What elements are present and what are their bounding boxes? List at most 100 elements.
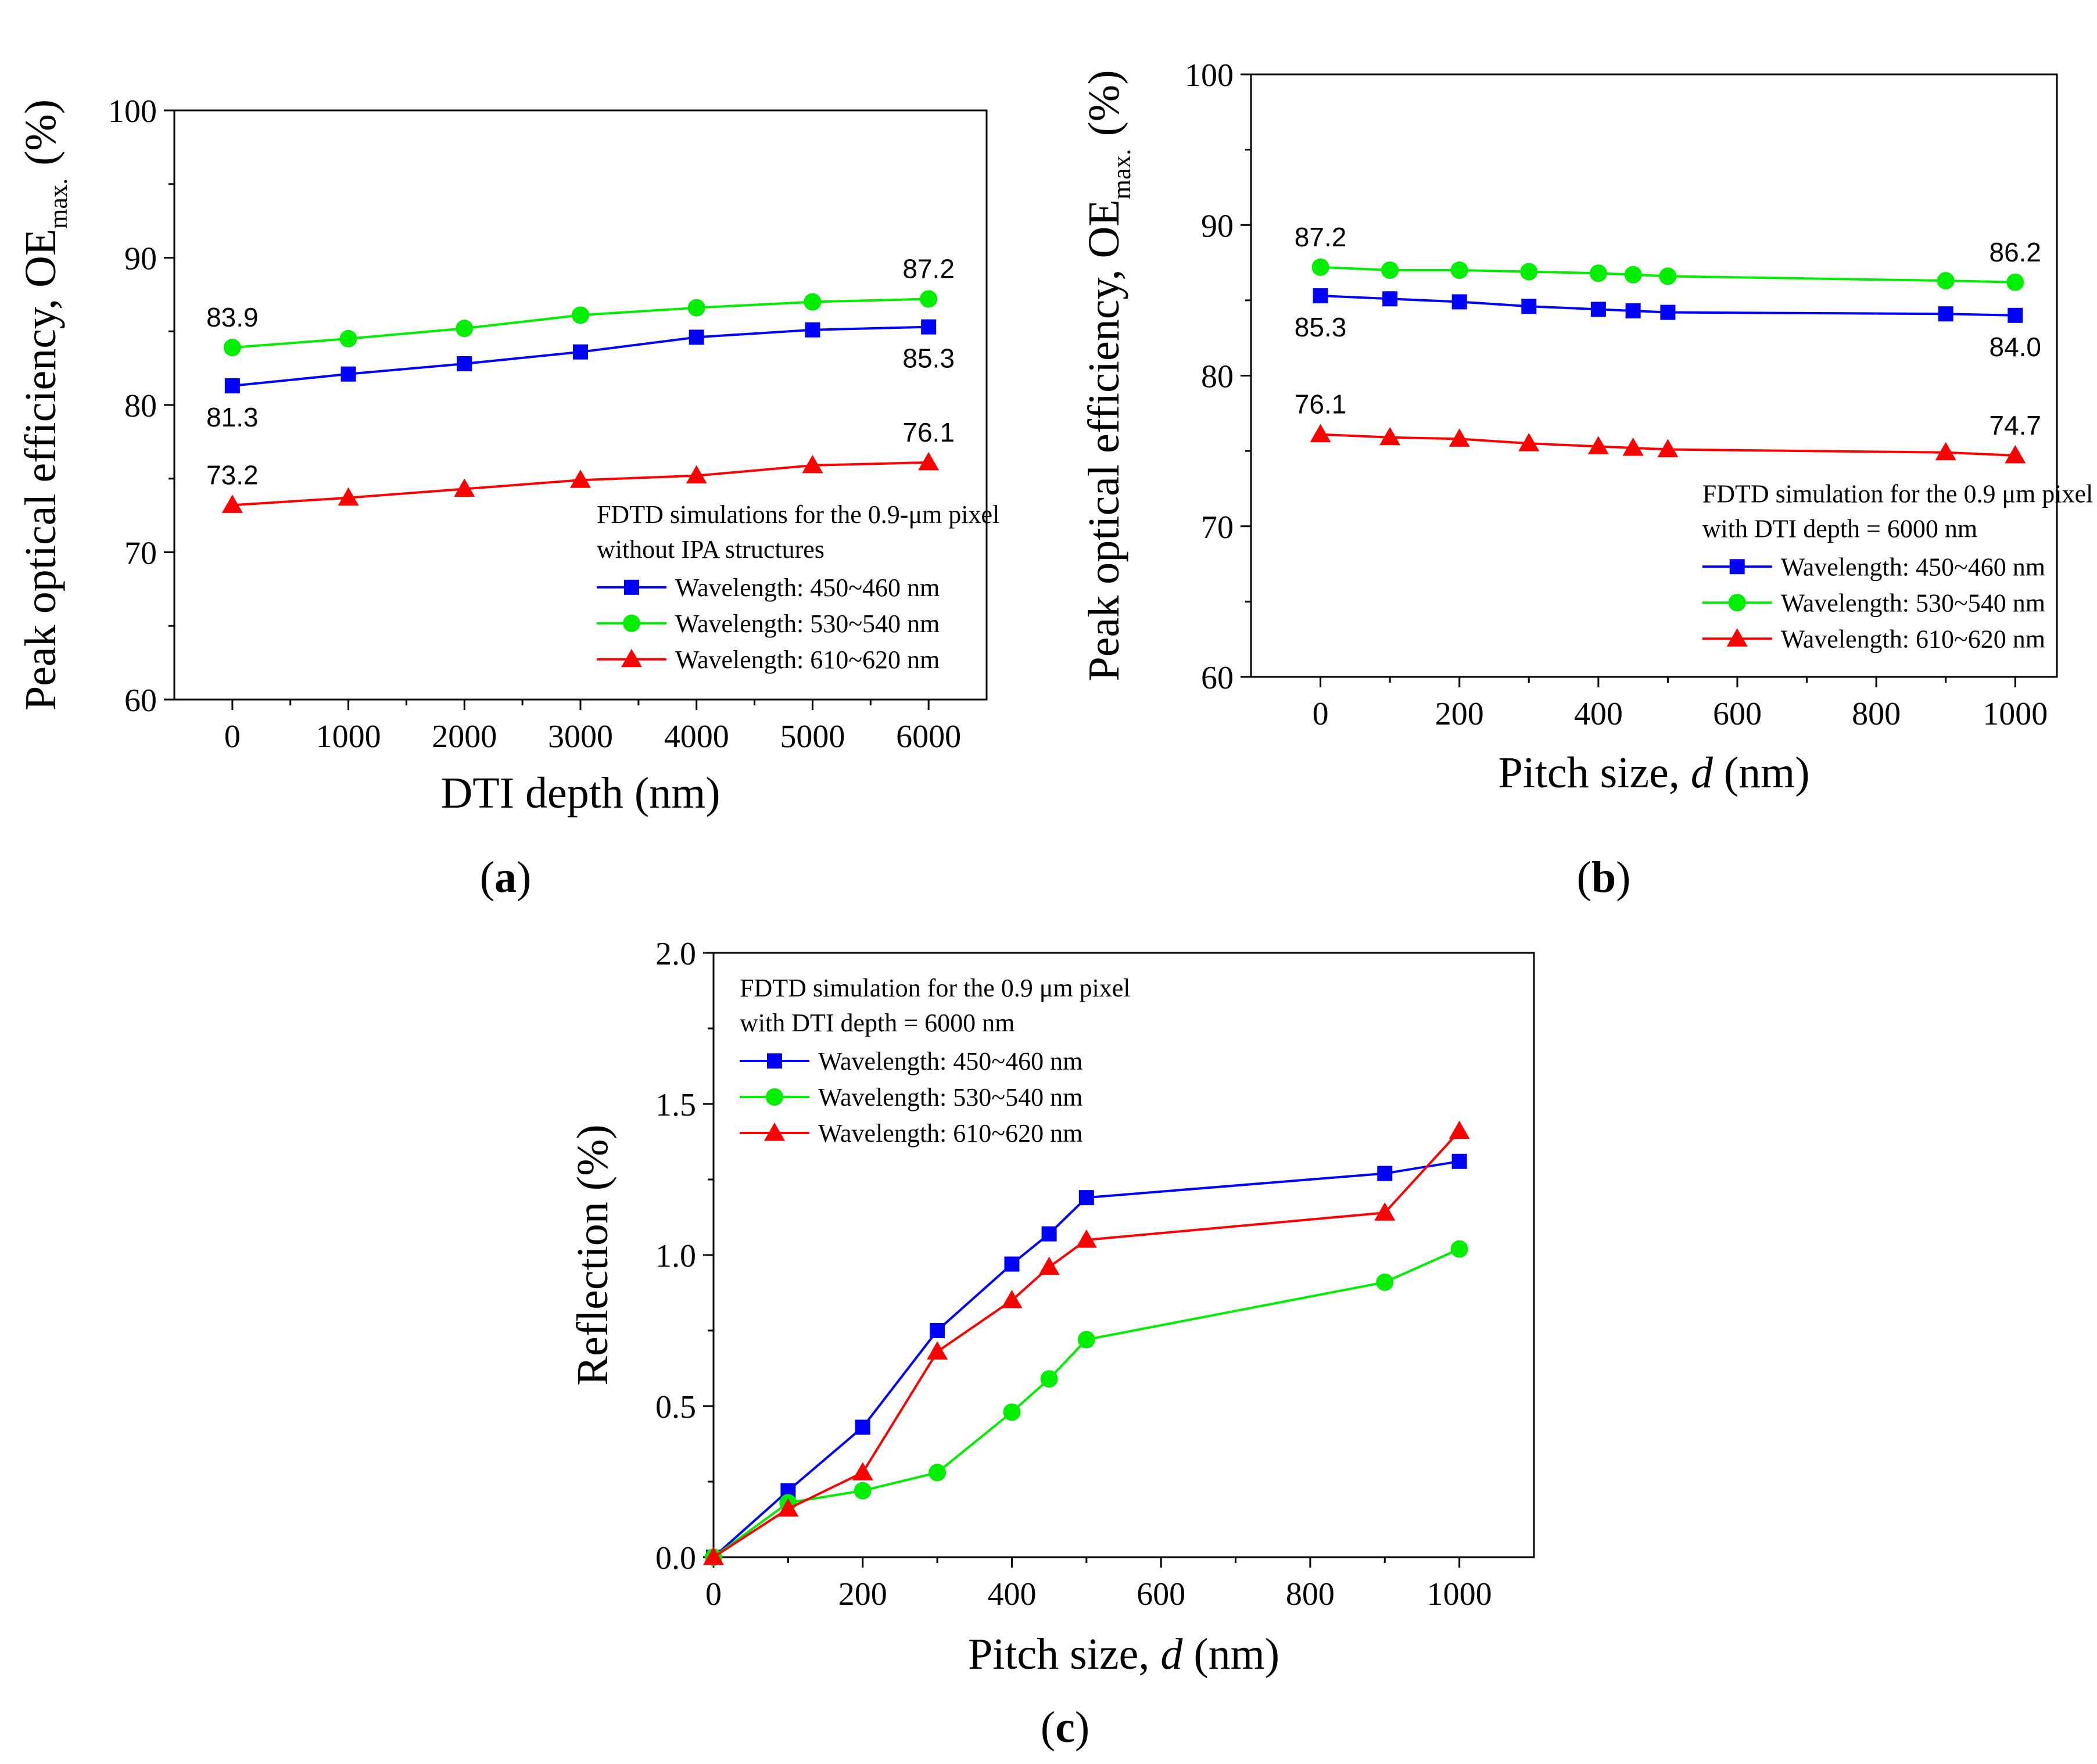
data-point-circle	[1003, 1403, 1021, 1421]
y-axis-title-group: Reflection (%)	[568, 1124, 617, 1385]
x-tick-label: 600	[1713, 696, 1762, 732]
data-point-circle	[572, 306, 589, 324]
data-label: 76.1	[902, 417, 955, 447]
legend-entry: Wavelength: 450~460 nm	[1781, 553, 2045, 581]
data-point-square	[224, 378, 240, 394]
panel-label-open: (	[1041, 1703, 1055, 1752]
data-point-triangle	[1001, 1290, 1023, 1308]
data-point-circle	[456, 320, 474, 338]
data-point-square	[457, 356, 472, 372]
data-point-square	[689, 329, 704, 345]
data-label: 81.3	[206, 402, 259, 432]
legend-title-line: FDTD simulation for the 0.9 μm pixel	[740, 974, 1131, 1002]
x-tick-label: 0	[224, 719, 241, 755]
data-point-square	[930, 1323, 945, 1338]
x-axis-title-main: Pitch size,	[968, 1630, 1160, 1679]
legend-entry: Wavelength: 610~620 nm	[818, 1119, 1082, 1148]
data-label: 74.7	[1989, 410, 2041, 440]
legend-marker-circle	[1728, 594, 1746, 612]
data-point-circle	[929, 1464, 947, 1482]
panel-b: 0 200 400 600 800 1000 60 70 80 90 100 Pitch size, …	[1080, 58, 2093, 902]
legend-entry: Wavelength: 530~540 nm	[1781, 589, 2045, 617]
panel-label-open: (	[1577, 853, 1591, 902]
data-point-triangle	[777, 1498, 799, 1517]
data-point-circle	[1659, 267, 1677, 285]
data-point-circle	[1450, 1240, 1468, 1258]
y-tick-label: 90	[1201, 208, 1234, 244]
data-label: 83.9	[206, 302, 259, 332]
panel-label-open: (	[480, 853, 494, 902]
plot-frame	[712, 952, 1535, 1558]
data-point-circle	[854, 1482, 872, 1500]
data-point-circle	[1040, 1370, 1058, 1388]
y-axis-title-main: Peak optical efficiency, OE	[16, 229, 65, 711]
x-axis-title: DTI depth (nm)	[440, 769, 720, 818]
data-point-triangle	[1379, 426, 1401, 446]
x-tick-label: 1000	[1427, 1576, 1492, 1612]
data-point-triangle	[338, 487, 359, 506]
legend-title-line: FDTD simulation for the 0.9 μm pixel	[1702, 479, 2094, 508]
data-point-triangle	[2005, 444, 2026, 464]
data-point-square	[340, 366, 356, 382]
legend-marker-circle	[622, 614, 640, 632]
data-point-triangle	[1310, 424, 1331, 443]
legend: FDTD simulation for the 0.9 μm pixel with…	[740, 974, 1131, 1148]
y-axis-title: Peak optical efficiency, OEmax. (%)	[16, 99, 73, 711]
panel-label-close: )	[1616, 853, 1630, 902]
panel-label-letter: c	[1055, 1703, 1075, 1752]
data-point-square	[1625, 303, 1641, 319]
data-point-triangle	[221, 494, 243, 513]
data-point-triangle	[1587, 436, 1609, 454]
legend-title-line: with DTI depth = 6000 nm	[1702, 514, 1977, 543]
legend-entry: Wavelength: 450~460 nm	[675, 573, 940, 602]
legend-marker-circle	[766, 1088, 783, 1106]
data-label: 86.2	[1989, 237, 2041, 267]
data-point-triangle	[570, 469, 591, 488]
data-point-triangle	[1657, 439, 1679, 458]
data-point-circle	[1376, 1273, 1394, 1291]
data-point-triangle	[1449, 428, 1470, 447]
x-tick-label: 0	[1313, 696, 1329, 732]
data-point-square	[1377, 1166, 1393, 1181]
x-tick-label: 200	[1435, 696, 1484, 732]
data-point-triangle	[1935, 442, 1956, 461]
y-tick-label: 90	[124, 241, 157, 277]
legend-marker-triangle	[621, 648, 642, 668]
data-point-circle	[1589, 264, 1607, 282]
y-axis-title-unit: (%)	[1080, 70, 1128, 136]
x-tick-label: 1000	[316, 719, 381, 755]
data-point-square	[1451, 294, 1467, 310]
legend-title-line: without IPA structures	[597, 535, 825, 564]
data-point-triangle	[686, 465, 707, 484]
data-point-circle	[920, 290, 938, 308]
data-point-square	[1660, 304, 1676, 320]
panel-a: 0 1000 2000 3000 4000 5000 6000 60 70 80 90 100 DTI …	[16, 94, 999, 902]
y-tick-label: 70	[124, 536, 157, 572]
legend-marker-square	[1729, 559, 1745, 575]
data-point-circle	[687, 299, 705, 317]
y-tick-label: 60	[124, 683, 157, 719]
x-tick-label: 200	[838, 1576, 887, 1612]
data-point-circle	[2006, 273, 2024, 291]
data-point-triangle	[927, 1341, 948, 1360]
data-point-triangle	[802, 454, 823, 474]
x-tick-label: 2000	[432, 719, 497, 755]
y-tick-label: 0.5	[655, 1389, 696, 1425]
panel-c: 0 200 400 600 800 1000 0.0 0.5 1.0 1.5 2.0 Pitch si…	[568, 936, 1535, 1752]
data-point-circle	[804, 293, 822, 311]
data-label: 87.2	[1295, 222, 1347, 252]
panel-label: (a)	[480, 853, 532, 902]
x-tick-label: 6000	[896, 719, 961, 755]
y-axis-title-group: Peak optical efficiency, OEmax. (%)	[1080, 70, 1136, 681]
x-axis-title-unit: (nm)	[1713, 748, 1810, 797]
y-axis-title-sub: max.	[1107, 149, 1136, 199]
y-axis-title: Reflection (%)	[568, 1124, 617, 1385]
x-axis-title-var: d	[1691, 748, 1714, 797]
y-tick-label: 60	[1201, 660, 1234, 696]
y-tick-label: 100	[108, 94, 157, 130]
panel-label-close: )	[1075, 1703, 1089, 1752]
data-label: 76.1	[1295, 389, 1347, 420]
data-label: 84.0	[1989, 332, 2041, 362]
legend-marker-square	[767, 1053, 782, 1069]
